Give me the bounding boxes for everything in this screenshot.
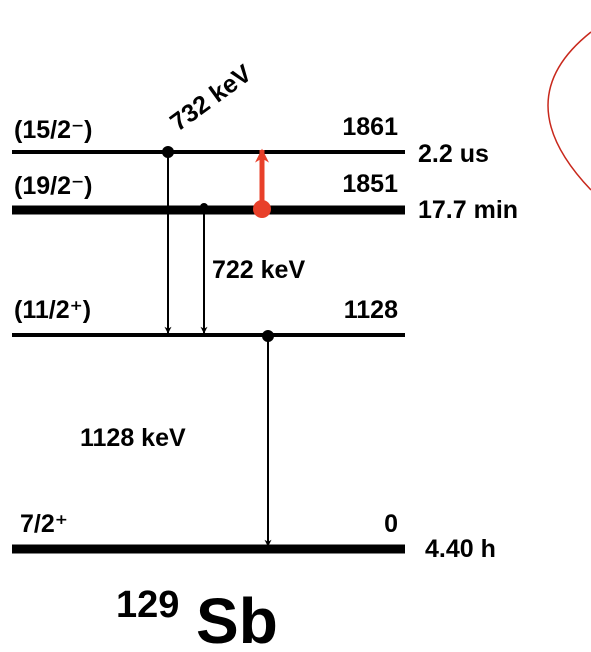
spin: 7/2⁺ [20, 510, 68, 538]
energy: 1851 [342, 170, 398, 198]
transition-label: 722 keV [212, 256, 305, 284]
half-life: 2.2 us [418, 140, 489, 168]
red-curve [547, 31, 591, 191]
energy: 0 [384, 510, 398, 538]
spin: (15/2⁻) [14, 116, 93, 144]
transition-label: 1128 keV [80, 424, 186, 452]
element-symbol: Sb [196, 585, 278, 652]
transition-label: 732 keV [165, 59, 257, 137]
half-life: 4.40 h [425, 535, 496, 563]
energy: 1861 [342, 113, 398, 141]
mass-number: 129 [116, 584, 179, 626]
half-life: 17.7 min [418, 196, 518, 224]
spin: (19/2⁻) [14, 172, 93, 200]
red-dot [253, 200, 271, 218]
spin: (11/2⁺) [14, 296, 91, 324]
energy: 1128 [344, 296, 398, 324]
